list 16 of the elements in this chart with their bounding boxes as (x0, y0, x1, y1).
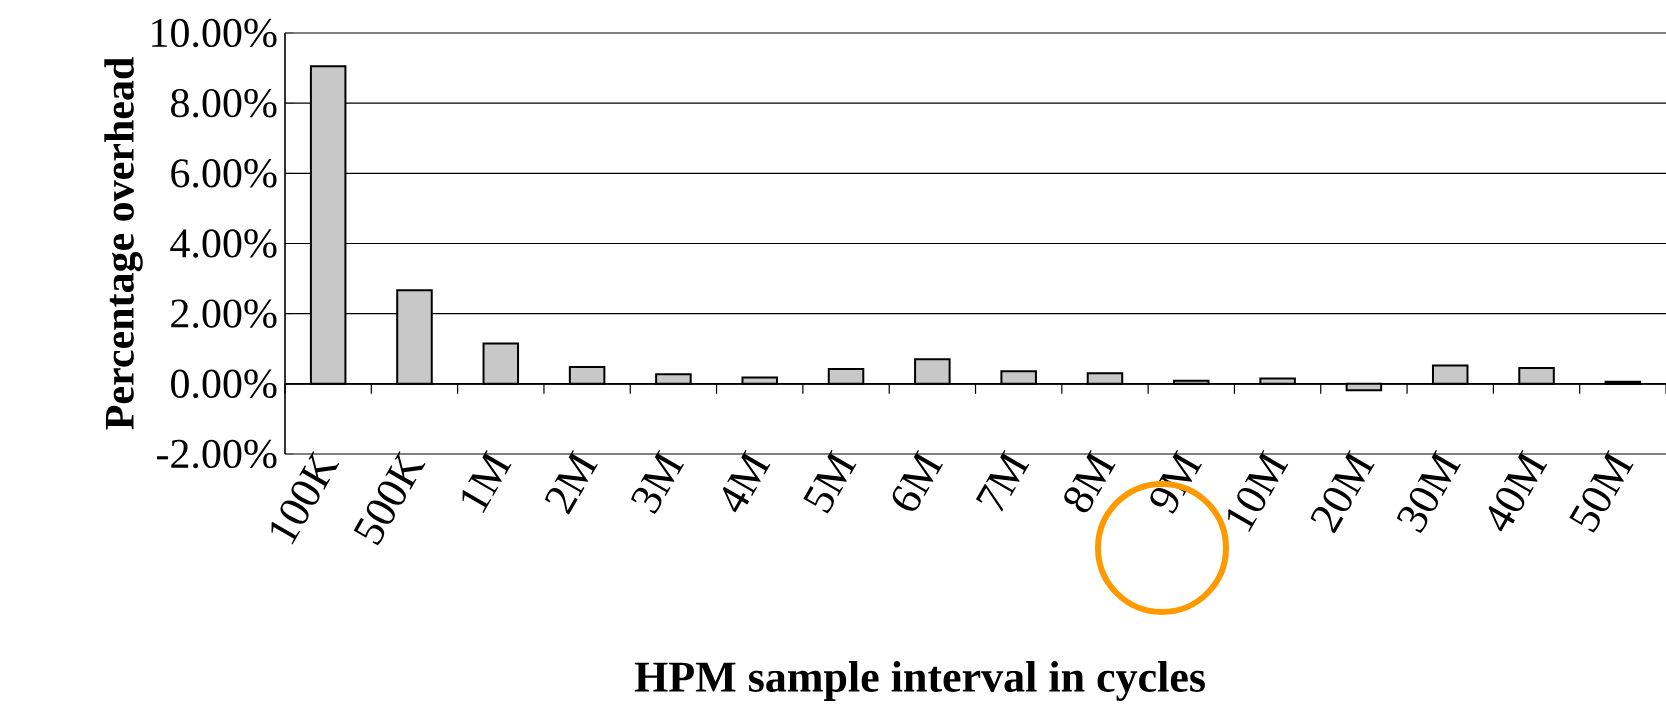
x-tick-label: 6M (892, 449, 943, 511)
x-tick-label: 2M (544, 450, 598, 515)
x-tick-label: 1M (462, 450, 512, 513)
y-tick-label: 2.00% (171, 299, 277, 328)
x-tick-label: 4M (722, 450, 771, 513)
y-tick-label: 6.00% (171, 159, 277, 188)
x-axis-title: HPM sample interval in cycles (634, 661, 1205, 702)
y-tick-label: 4.00% (170, 229, 277, 258)
x-tick-label: 3M (631, 449, 684, 514)
y-tick-label: 10.00% (152, 18, 277, 48)
x-tick-label: 5M (803, 449, 857, 514)
y-tick-label: 8.00% (171, 88, 277, 118)
y-tick-label: 0.00% (171, 369, 277, 399)
x-tick-label: 7M (975, 450, 1030, 512)
y-axis-title: Percentage overhead (104, 57, 143, 430)
x-tick-label: 8M (1064, 450, 1116, 513)
